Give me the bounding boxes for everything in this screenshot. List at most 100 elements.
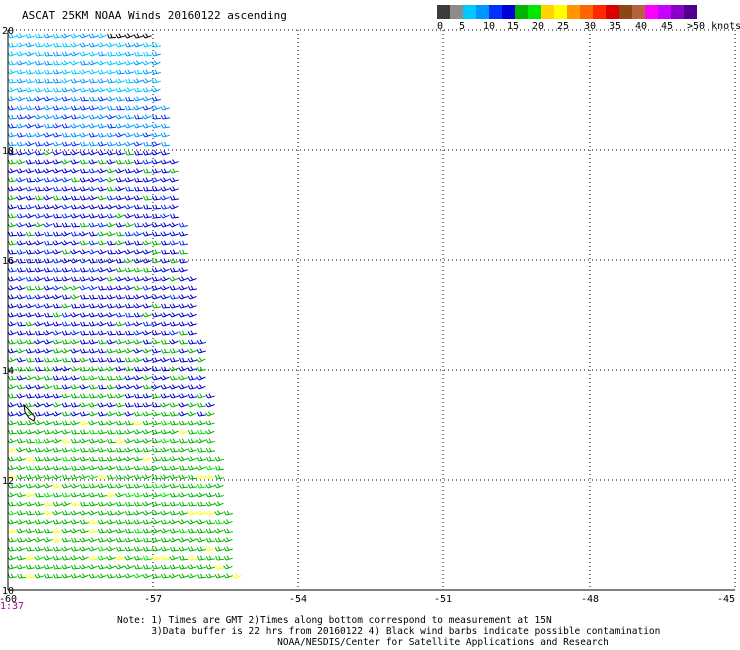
wind-barb [16, 438, 26, 444]
wind-barb [52, 420, 62, 426]
wind-barb [16, 150, 26, 156]
wind-barb [80, 330, 90, 336]
wind-barb [79, 132, 89, 138]
wind-barb [88, 474, 98, 480]
wind-barb [106, 78, 116, 84]
legend-swatch [528, 5, 541, 19]
wind-barb [7, 51, 17, 57]
wind-barb [205, 420, 215, 426]
wind-barb [133, 204, 143, 210]
wind-barb [187, 348, 197, 354]
wind-barb [16, 555, 26, 561]
wind-barb [125, 330, 135, 336]
wind-barb [161, 501, 171, 507]
wind-barb [133, 447, 143, 453]
wind-barb [179, 330, 189, 336]
wind-barb [197, 501, 207, 507]
wind-barb [16, 285, 26, 291]
wind-barb [16, 222, 26, 228]
wind-barb [43, 456, 53, 462]
wind-barb [52, 339, 62, 345]
wind-barb [151, 330, 161, 336]
wind-barb [106, 483, 116, 489]
wind-barb [106, 267, 116, 273]
wind-barb [52, 69, 62, 75]
wind-barb [142, 105, 152, 111]
wind-barb [151, 186, 161, 192]
wind-barb [79, 285, 89, 291]
wind-barb [35, 366, 45, 372]
wind-barb [16, 51, 26, 57]
wind-barb [97, 60, 107, 66]
wind-barb [97, 546, 107, 552]
wind-barb [142, 258, 152, 264]
wind-barb [43, 366, 53, 372]
wind-barb [25, 510, 35, 516]
wind-barb [151, 123, 161, 129]
map-title: ASCAT 25KM NOAA Winds 20160122 ascending [22, 9, 287, 22]
wind-barb [160, 204, 170, 210]
wind-barb [88, 465, 98, 471]
wind-barb [187, 456, 197, 462]
wind-barb [52, 96, 62, 102]
wind-barb [61, 177, 71, 183]
wind-barb [205, 546, 215, 552]
wind-barb [133, 123, 143, 129]
wind-barb [133, 492, 143, 498]
wind-barb [133, 429, 143, 435]
wind-barb [178, 528, 188, 534]
legend-label: 20 [532, 21, 545, 32]
wind-barb [124, 393, 134, 399]
wind-barb [35, 330, 45, 336]
wind-barb [52, 429, 62, 435]
wind-barb [16, 78, 26, 84]
wind-barb [70, 312, 80, 318]
wind-barb [133, 141, 143, 147]
wind-barb [106, 402, 116, 408]
wind-barb [43, 132, 53, 138]
wind-barb [52, 150, 62, 156]
wind-barb [106, 420, 116, 426]
wind-barb [16, 294, 26, 300]
wind-barb [79, 222, 89, 228]
wind-barb [7, 150, 17, 156]
wind-barb [169, 195, 179, 201]
wind-barb [16, 564, 26, 570]
wind-barb [178, 285, 188, 291]
wind-barb [124, 402, 134, 408]
wind-barb [142, 87, 152, 93]
wind-barb [97, 429, 107, 435]
wind-barb [52, 537, 62, 543]
wind-barb [214, 510, 224, 516]
wind-barb [34, 87, 44, 93]
wind-barb [34, 60, 44, 66]
wind-barb [151, 321, 161, 327]
wind-barb [70, 132, 80, 138]
latitude-tick-label: 10 [2, 586, 14, 597]
wind-barb [70, 186, 80, 192]
wind-barb [88, 258, 98, 264]
wind-barb [61, 222, 71, 228]
wind-barb [61, 123, 71, 129]
wind-barb [115, 213, 125, 219]
wind-barb [196, 357, 206, 363]
wind-barb [89, 357, 99, 363]
wind-barb [115, 186, 125, 192]
wind-barb [115, 276, 125, 282]
wind-barb [25, 159, 35, 165]
wind-barb [106, 564, 116, 570]
wind-barb [169, 240, 179, 246]
wind-barb [79, 393, 89, 399]
wind-barb [187, 492, 197, 498]
wind-barb [187, 285, 197, 291]
wind-barb [34, 303, 44, 309]
wind-barb [151, 312, 161, 318]
wind-barb [70, 231, 80, 237]
wind-barb [70, 330, 80, 336]
wind-barb [79, 123, 89, 129]
wind-barb [169, 348, 179, 354]
wind-barb [98, 456, 108, 462]
wind-barb [61, 240, 71, 246]
wind-barb [79, 177, 89, 183]
wind-barb [79, 105, 89, 111]
